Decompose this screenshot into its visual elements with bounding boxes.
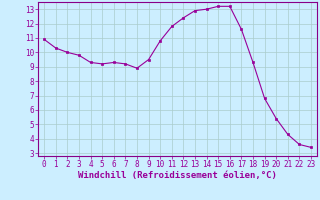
X-axis label: Windchill (Refroidissement éolien,°C): Windchill (Refroidissement éolien,°C) (78, 171, 277, 180)
